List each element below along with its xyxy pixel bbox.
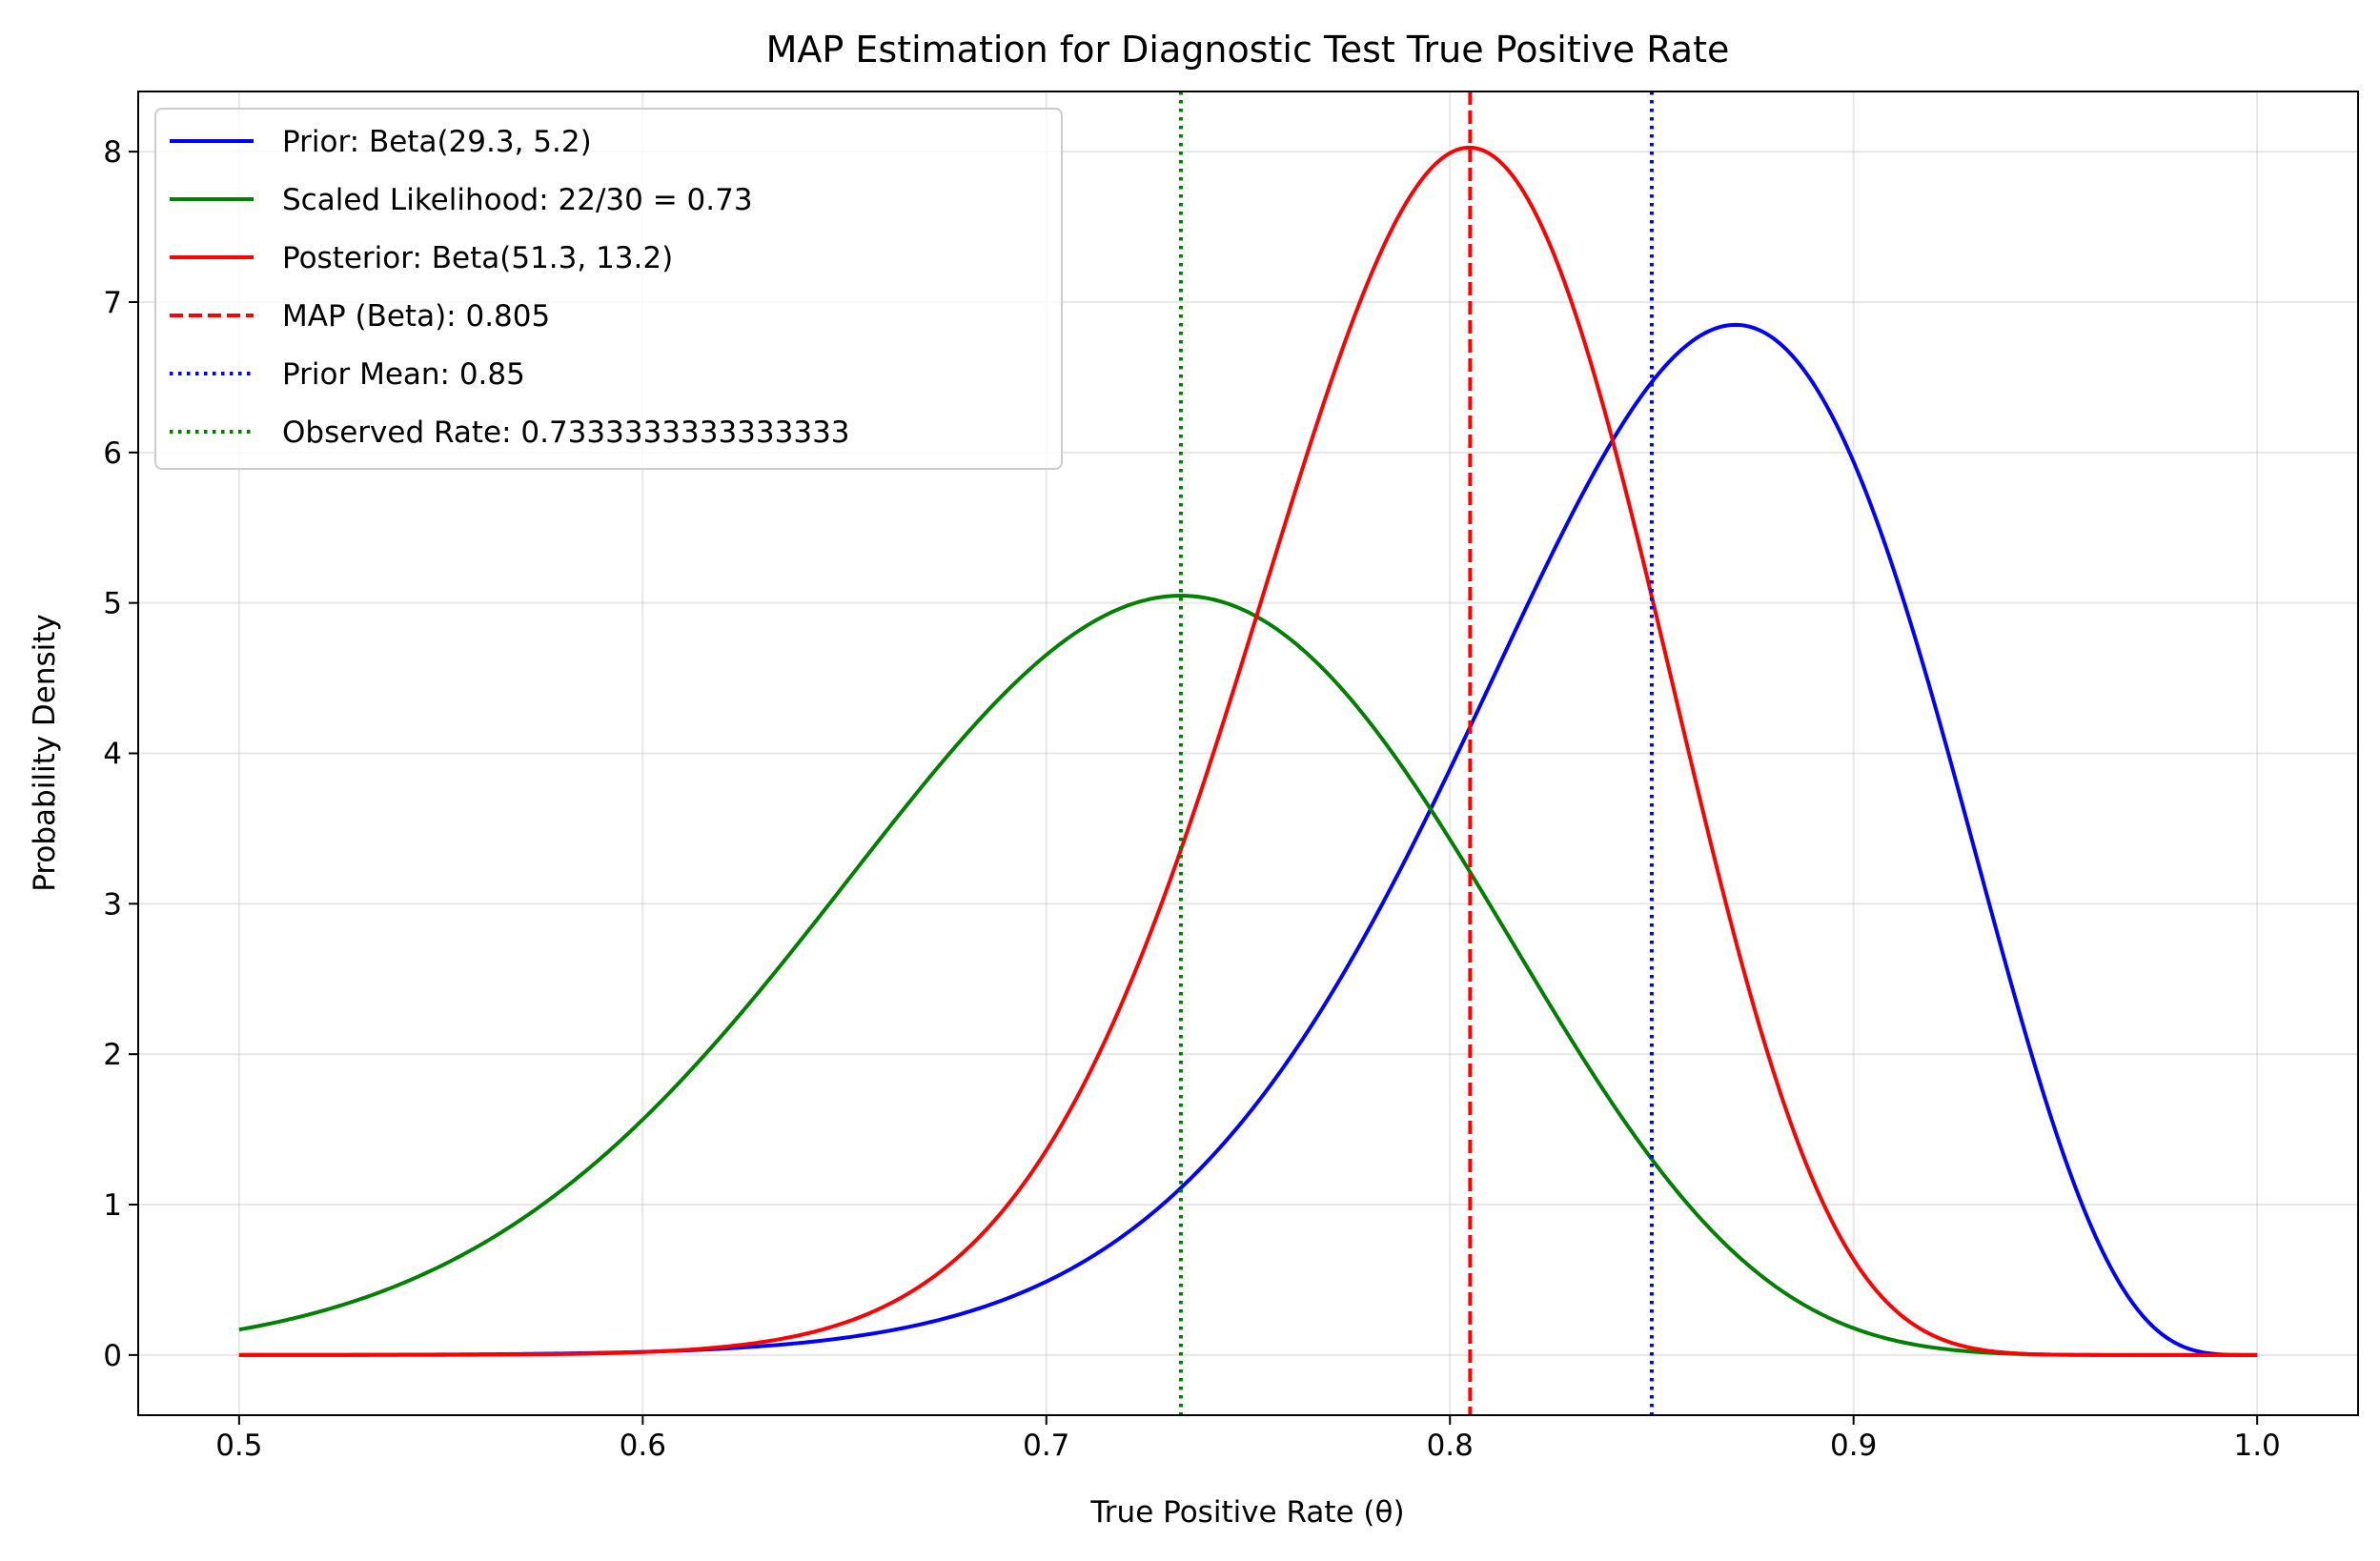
legend-label: Prior Mean: 0.85	[282, 357, 525, 392]
legend-items: Prior: Beta(29.3, 5.2) Scaled Likelihood:…	[170, 125, 850, 450]
y-tick-label: 3	[103, 887, 122, 922]
legend-label: Posterior: Beta(51.3, 13.2)	[282, 241, 673, 275]
series-layer	[238, 91, 2258, 1415]
x-tick-label: 0.7	[1023, 1429, 1069, 1463]
y-tick-label: 6	[103, 436, 122, 471]
y-tick-label: 0	[103, 1339, 122, 1373]
legend: Prior: Beta(29.3, 5.2) Scaled Likelihood:…	[154, 108, 1063, 470]
legend-label: Observed Rate: 0.7333333333333333	[282, 416, 850, 450]
y-tick-label: 2	[103, 1038, 122, 1072]
x-tick-label: 0.6	[620, 1429, 666, 1463]
y-axis-label: Probability Density	[28, 614, 62, 892]
x-tick-label: 1.0	[2233, 1429, 2280, 1463]
series-line-posterior-beta-51-3-13-2	[238, 145, 2258, 1357]
legend-box	[154, 108, 1063, 470]
legend-label: Scaled Likelihood: 22/30 = 0.73	[282, 183, 753, 217]
y-tick-label: 1	[103, 1188, 122, 1223]
x-axis: 0.5 0.6 0.7 0.8 0.9 1.0	[215, 1415, 2281, 1463]
chart-title: MAP Estimation for Diagnostic Test True …	[766, 29, 1730, 71]
x-axis-label: True Positive Rate (θ)	[1089, 1495, 1404, 1530]
y-axis: 0 1 2 3 4 5 6 7 8	[103, 135, 138, 1373]
y-tick-label: 5	[103, 587, 122, 621]
series-line-scaled-likelihood-22-30-0-73	[238, 594, 2258, 1357]
x-tick-label: 0.9	[1830, 1429, 1877, 1463]
y-tick-label: 7	[103, 286, 122, 320]
x-tick-label: 0.5	[215, 1429, 262, 1463]
legend-label: MAP (Beta): 0.805	[282, 299, 550, 334]
legend-label: Prior: Beta(29.3, 5.2)	[282, 125, 592, 159]
x-tick-label: 0.8	[1427, 1429, 1474, 1463]
y-tick-label: 4	[103, 738, 122, 772]
y-tick-label: 8	[103, 135, 122, 170]
